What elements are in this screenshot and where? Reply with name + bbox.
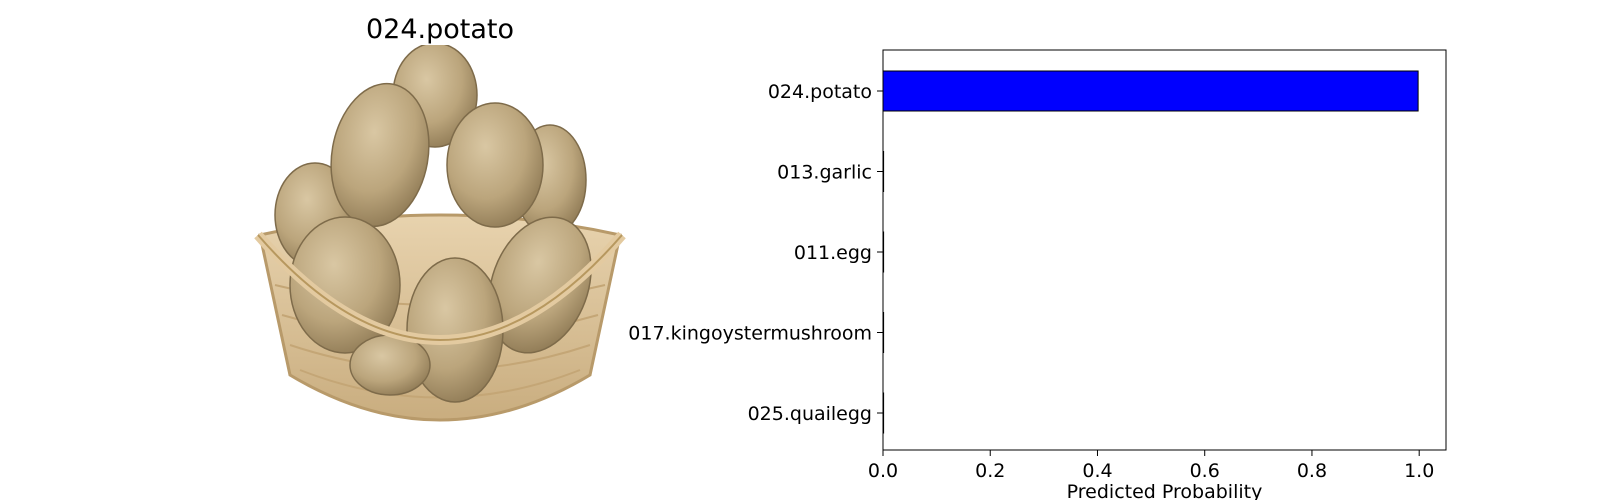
x-tick-label-4: 0.8 [1297, 460, 1327, 482]
x-axis-label: Predicted Probability [1067, 481, 1263, 500]
x-tick-label-1: 0.2 [975, 460, 1005, 482]
y-tick-label-1: 013.garlic [777, 162, 872, 184]
bar-0 [882, 70, 1419, 112]
x-tick-label-3: 0.6 [1190, 460, 1220, 482]
image-title: 024.potato [365, 14, 514, 45]
y-tick-label-4: 025.quailegg [748, 403, 872, 425]
x-tick-label-5: 1.0 [1404, 460, 1434, 482]
y-tick-label-0: 024.potato [768, 81, 872, 103]
y-tick-label-2: 011.egg [794, 242, 872, 264]
y-tick-label-3: 017.kingoystermushroom [628, 323, 872, 345]
x-tick-label-2: 0.4 [1082, 460, 1112, 482]
potato-basket-photo [240, 45, 640, 445]
axes-frame [882, 49, 1447, 451]
x-tick-label-0: 0.0 [868, 460, 898, 482]
